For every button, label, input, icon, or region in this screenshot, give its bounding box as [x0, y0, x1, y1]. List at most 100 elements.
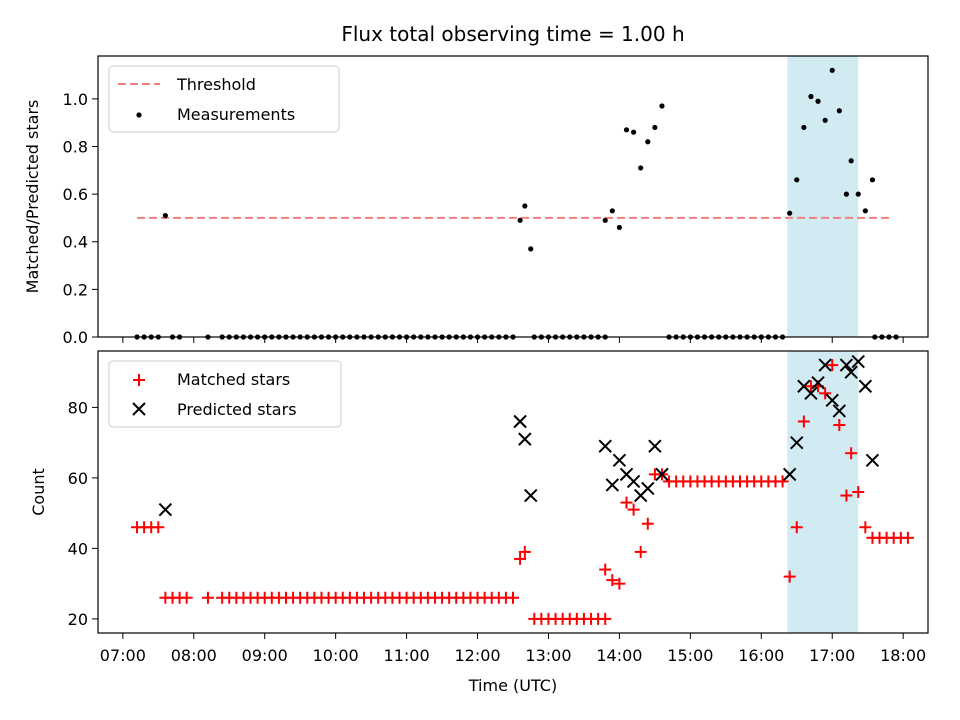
x-tick-label: 07:00: [100, 646, 146, 665]
matched-point: [852, 486, 865, 498]
top-legend: Threshold Measurements: [108, 65, 340, 133]
matched-point: [845, 447, 858, 460]
matched-point: [606, 574, 619, 587]
predicted-point: [158, 502, 173, 517]
x-axis-label: Time (UTC): [468, 676, 557, 695]
measurement-point: [787, 210, 793, 216]
top-legend-box: [108, 65, 340, 133]
measurement-point: [517, 217, 523, 223]
top-panel: 0.0 0.2 0.4 0.6 0.8 1.0 Matched/Predicted sta…: [23, 55, 929, 347]
measurement-point: [623, 127, 630, 133]
x-tick-label: 08:00: [171, 646, 217, 665]
x-tick-label: 18:00: [880, 646, 926, 665]
predicted-point: [832, 404, 847, 418]
predicted-point: [513, 414, 527, 429]
top-y-axis-label: Matched/Predicted stars: [23, 100, 42, 294]
matched-point: [840, 489, 853, 502]
measurement-point: [528, 246, 534, 252]
matched-point: [613, 577, 626, 590]
measurement-point: [869, 177, 876, 183]
matched-point: [783, 570, 796, 583]
predicted-point: [612, 453, 627, 467]
matched-point: [599, 563, 612, 576]
legend-measurements-swatch: [136, 112, 142, 118]
y-tick-label: 60: [68, 469, 88, 488]
measurement-point: [522, 203, 528, 209]
matched-point: [833, 419, 846, 432]
measurement-point: [848, 158, 854, 164]
measurement-point: [836, 108, 842, 114]
legend-threshold-label: Threshold: [176, 75, 256, 94]
predicted-point: [648, 439, 662, 453]
top-y-ticks: 0.0 0.2 0.4 0.6 0.8 1.0: [63, 90, 98, 347]
matched-point: [620, 496, 633, 509]
predicted-point: [655, 467, 669, 482]
matched-point: [901, 531, 914, 544]
bottom-legend-box: [108, 360, 342, 428]
x-tick-label: 15:00: [667, 646, 713, 665]
chart-title: Flux total observing time = 1.00 h: [341, 22, 684, 46]
y-tick-label: 0.0: [63, 328, 88, 347]
predicted-point: [825, 393, 839, 408]
bottom-axes-frame: [97, 350, 929, 634]
measurement-point: [638, 165, 644, 171]
x-tick-label: 13:00: [525, 646, 571, 665]
matched-points: [131, 359, 914, 625]
x-tick-label: 12:00: [454, 646, 500, 665]
y-tick-label: 0.6: [63, 185, 88, 204]
highlight-span: [787, 56, 859, 337]
predicted-point: [524, 488, 538, 503]
measurement-point: [855, 191, 861, 197]
y-tick-label: 20: [68, 610, 88, 629]
y-tick-label: 0.2: [63, 280, 88, 299]
predicted-point: [865, 453, 880, 467]
matched-point: [201, 591, 214, 604]
measurement-point: [822, 117, 828, 123]
matched-point: [518, 545, 531, 558]
predicted-points: [158, 354, 880, 517]
x-tick-label: 10:00: [313, 646, 359, 665]
bottom-y-axis-label: Count: [29, 468, 48, 516]
matched-point: [634, 545, 647, 558]
y-tick-label: 80: [68, 398, 88, 417]
predicted-point: [598, 439, 612, 453]
bottom-x-ticks: 07:00 08:00 09:00 10:00 11:00 12:00 13:00 14:00…: [100, 633, 926, 665]
top-x-ticks: [122, 337, 904, 343]
bottom-y-ticks: 20 40 60 80: [68, 398, 98, 629]
x-tick-label: 11:00: [384, 646, 430, 665]
matched-point: [776, 475, 789, 488]
matched-point: [797, 415, 810, 428]
measurement-point: [609, 208, 615, 214]
measurement-point: [794, 177, 800, 183]
predicted-point: [811, 376, 825, 390]
matched-point: [599, 612, 612, 625]
y-tick-label: 40: [68, 539, 88, 558]
measurement-point: [801, 124, 807, 131]
y-tick-label: 1.0: [63, 90, 88, 109]
predicted-point: [804, 386, 818, 401]
measurement-point: [862, 208, 868, 214]
predicted-point: [782, 467, 797, 482]
predicted-point: [605, 478, 620, 492]
matched-point: [152, 521, 165, 534]
x-tick-label: 17:00: [809, 646, 855, 665]
matched-point: [627, 503, 640, 516]
matched-point: [180, 591, 193, 604]
measurement-point: [162, 212, 168, 219]
legend-matched-label: Matched stars: [177, 370, 290, 389]
measurement-point: [829, 67, 835, 73]
bottom-panel: 20 40 60 80 07:00 08:00 09:00 10:00 11:00 12:00 1…: [29, 350, 929, 695]
measurement-point: [843, 191, 850, 197]
measurement-point: [652, 124, 658, 131]
measurement-point: [616, 224, 623, 231]
matched-point: [826, 359, 839, 372]
predicted-point: [858, 379, 873, 393]
predicted-point: [851, 354, 865, 369]
predicted-point: [626, 474, 641, 489]
predicted-point: [818, 358, 832, 372]
legend-predicted-label: Predicted stars: [177, 400, 297, 419]
predicted-point: [790, 435, 804, 450]
y-tick-label: 0.8: [63, 137, 88, 156]
matched-point: [819, 387, 832, 400]
